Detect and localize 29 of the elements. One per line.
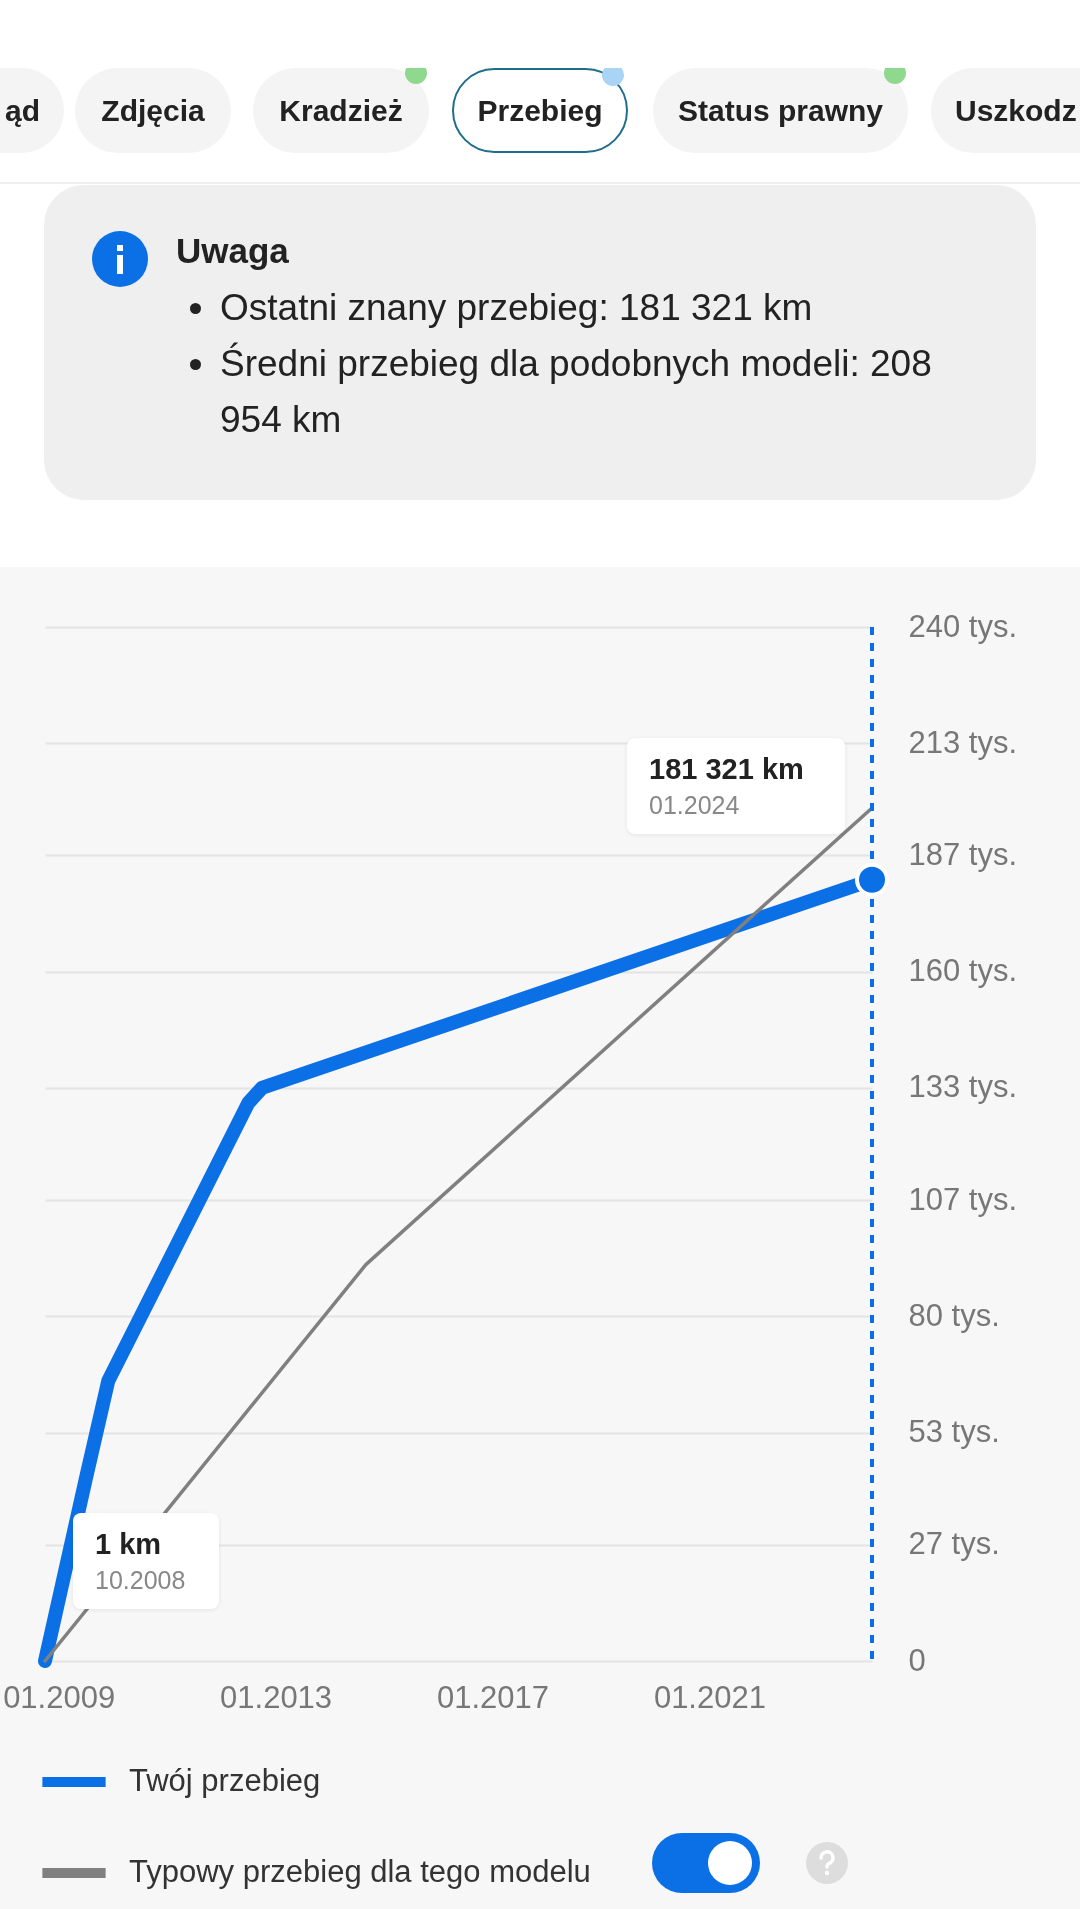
y-tick-label: 0 xyxy=(908,1642,926,1678)
text: Przebieg xyxy=(452,68,628,153)
y-tick-label: 213 tys. xyxy=(908,724,1018,760)
text: Zdjęcia xyxy=(75,68,231,153)
annotation: 181 321 km xyxy=(649,752,805,787)
x-tick-label: 01.2021 xyxy=(653,1679,766,1715)
y-tick-label: 240 tys. xyxy=(908,608,1018,644)
text: Status prawny xyxy=(653,68,908,153)
y-tick-label: 107 tys. xyxy=(908,1181,1018,1217)
legend-label: Typowy przebieg dla tego modelu xyxy=(129,1854,591,1889)
text: Uwaga xyxy=(176,231,289,271)
y-tick-label: 187 tys. xyxy=(908,836,1018,872)
y-tick-label: 53 tys. xyxy=(908,1414,1000,1450)
annotation: 01.2024 xyxy=(649,790,741,821)
y-tick-label: 27 tys. xyxy=(908,1526,1000,1562)
x-tick-label: 01.2009 xyxy=(3,1679,116,1715)
y-tick-label: 133 tys. xyxy=(908,1069,1018,1105)
annotation: 10.2008 xyxy=(95,1565,187,1596)
text: Uszkodz xyxy=(931,68,1080,153)
text: Ostatni znany przebieg: 181 321 km xyxy=(220,286,814,330)
text: Kradzież xyxy=(253,68,429,153)
x-tick-label: 01.2013 xyxy=(220,1679,333,1715)
annotation: 1 km xyxy=(95,1527,163,1562)
text: ąd xyxy=(0,68,64,153)
x-tick-label: 01.2017 xyxy=(436,1679,550,1715)
y-tick-label: 80 tys. xyxy=(908,1297,1000,1333)
text: Średni przebieg dla podobnych modeli: 208 954 km xyxy=(220,341,933,442)
y-tick-label: 160 tys. xyxy=(908,953,1018,989)
legend-label: Twój przebieg xyxy=(129,1763,321,1798)
